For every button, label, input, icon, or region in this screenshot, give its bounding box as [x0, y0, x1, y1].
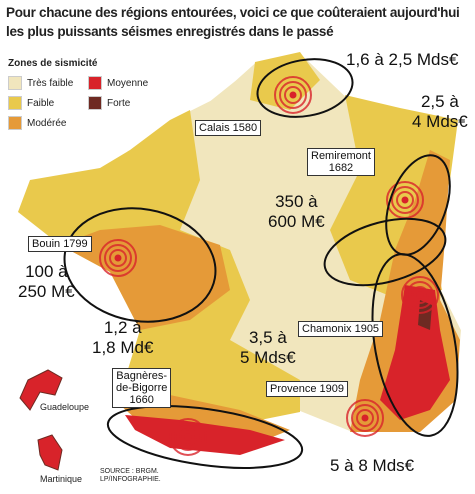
text-line: 5 Mds€ [240, 348, 296, 367]
cost-label: 350 à 600 M€ [268, 192, 325, 232]
legend-title: Zones de sismicité [8, 58, 98, 69]
epicentre [114, 254, 122, 262]
text-line: 1,6 à 2,5 Mds€ [346, 50, 459, 69]
zone-faible [250, 52, 320, 110]
epicentre [401, 196, 409, 204]
epicentre-ring [391, 186, 419, 214]
legend-swatch [8, 76, 22, 90]
earthquake-label: Chamonix 1905 [298, 321, 384, 337]
region-circle [256, 58, 354, 118]
epicentre [416, 291, 424, 299]
text-line: de-Bigorre [116, 382, 168, 394]
earthquake-label: Bagnères-de-Bigorre 1660 [112, 368, 172, 408]
legend-swatch [8, 116, 22, 130]
epicentre-ring [279, 81, 307, 109]
legend-label: Moyenne [107, 77, 149, 89]
legend-item: Forte [88, 96, 130, 110]
cost-label: 100 à 250 M€ [18, 262, 75, 302]
text-line: 1682 [328, 162, 354, 174]
legend-item: Modérée [8, 116, 66, 130]
inset-label: Martinique [40, 474, 83, 484]
epicentre-ring [104, 244, 132, 272]
cost-label: 5 à 8 Mds€ [330, 456, 414, 476]
epicentre-ring [346, 399, 384, 437]
text-line: Provence 1909 [270, 383, 344, 395]
epicentre-ring [396, 191, 414, 209]
text-line: 5 à 8 Mds€ [330, 456, 415, 475]
inset-label: Guadeloupe [40, 402, 90, 412]
legend-item: Moyenne [88, 76, 148, 90]
legend-swatch [8, 96, 22, 110]
epicentre-ring [356, 409, 374, 427]
source: SOURCE : BRGM. LP/INFOGRAPHIE. [100, 468, 161, 484]
text-line: 350 à [275, 192, 318, 211]
earthquake-label: Remiremont 1682 [307, 148, 375, 176]
text-line: Bouin 1799 [32, 238, 88, 250]
epicentre-ring [179, 428, 197, 446]
epicentre-ring [406, 281, 434, 309]
legend-label: Modérée [27, 117, 67, 129]
epicentre [361, 414, 369, 422]
epicentre [289, 91, 297, 99]
text-line: 1660 [129, 394, 154, 406]
earthquake-label: Calais 1580 [195, 120, 262, 136]
text-line: 3,5 à [248, 328, 287, 347]
text-line: SOURCE : BRGM. [100, 468, 159, 475]
zone-moderee [60, 225, 230, 330]
epicentre [184, 433, 192, 441]
legend-item: Faible [8, 96, 54, 110]
region-circle [323, 217, 447, 287]
legend-label: Très faible [27, 77, 74, 89]
text-line: Calais 1580 [199, 122, 258, 134]
region-circle [106, 405, 304, 469]
epicentre-ring [284, 86, 302, 104]
epicentre-ring [411, 286, 429, 304]
epicentre-ring [169, 418, 207, 456]
legend-swatch [88, 96, 102, 110]
earthquake-label: Provence 1909 [266, 381, 348, 397]
cost-label: 1,6 à 2,5 Mds€ [346, 50, 458, 70]
legend-label: Faible [27, 97, 55, 109]
text-line: les plus puissants séismes enregistrés d… [6, 24, 334, 39]
epicentre-ring [351, 404, 379, 432]
martinique [37, 434, 63, 471]
legend-item: Très faible [8, 76, 73, 90]
title: Pour chacune des régions entourées, voic… [6, 3, 460, 41]
epicentre-ring [99, 239, 137, 277]
text-line: 2,5 à [420, 92, 459, 111]
text-line: 600 M€ [268, 212, 325, 231]
zone-moyenne [380, 285, 450, 420]
text-line: LP/INFOGRAPHIE. [100, 476, 161, 483]
region-circle [371, 253, 459, 437]
epicentre-ring [174, 423, 202, 451]
text-line: Pour chacune des régions entourées, voic… [6, 5, 460, 20]
text-line: 100 à [25, 262, 68, 281]
text-line: 250 M€ [18, 282, 75, 301]
text-line: Chamonix 1905 [302, 323, 380, 335]
earthquake-label: Bouin 1799 [28, 236, 92, 252]
legend: Zones de sismicité [8, 58, 148, 73]
text-line: 1,2 à [103, 318, 142, 337]
legend-label: Forte [107, 97, 131, 109]
epicentre-ring [274, 76, 312, 114]
text-line: Bagnères- [116, 370, 168, 382]
legend-swatch [88, 76, 102, 90]
text-line: Remiremont [311, 150, 371, 162]
text-line: 4 Mds€ [412, 112, 468, 131]
cost-label: 1,2 à 1,8 Md€ [92, 318, 153, 358]
epicentre-ring [109, 249, 127, 267]
text-line: 1,8 Md€ [92, 338, 154, 357]
guadeloupe [19, 369, 63, 411]
epicentre-ring [401, 276, 439, 314]
